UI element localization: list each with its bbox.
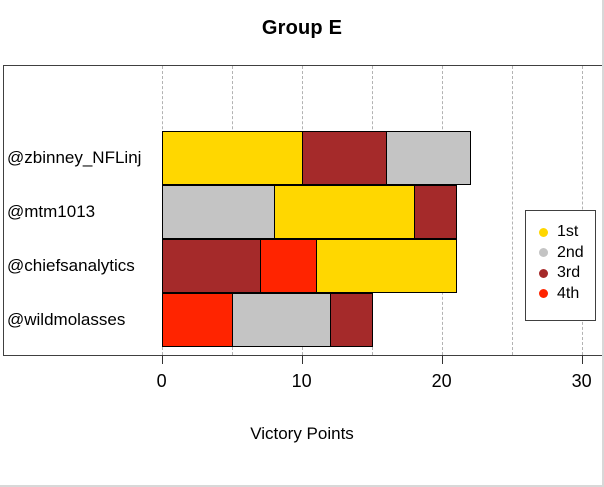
- legend-entry-3rd: 3rd: [526, 263, 595, 284]
- category-label: @zbinney_NFLinj: [7, 148, 142, 167]
- category-label: @chiefsanalytics: [7, 256, 135, 275]
- x-tick-10: [301, 355, 303, 364]
- x-tick-label: 20: [431, 371, 452, 391]
- x-tick-label: 0: [156, 371, 167, 391]
- plot-area: @zbinney_NFLinj @mtm1013 @chiefsanalytics @…: [3, 65, 602, 356]
- bar-segment-2nd: [231, 293, 331, 347]
- gridline-25: [511, 66, 513, 355]
- bar-segment-3rd: [301, 131, 387, 185]
- bar-segment-2nd: [161, 185, 275, 239]
- legend-dot-1st: [539, 227, 548, 237]
- bar-segment-1st: [161, 131, 303, 185]
- x-tick-label: 10: [291, 371, 312, 391]
- x-tick-30: [581, 355, 583, 364]
- legend-entry-4th: 4th: [526, 284, 595, 305]
- bar-segment-2nd: [385, 131, 471, 185]
- x-tick-0: [161, 355, 163, 364]
- bar-segment-1st: [273, 185, 415, 239]
- legend-entry-2nd: 2nd: [526, 243, 595, 264]
- category-label: @wildmolasses: [7, 310, 126, 329]
- legend-entry-1st: 1st: [526, 222, 595, 243]
- bar-segment-4th: [161, 293, 233, 347]
- legend-label: 4th: [557, 284, 580, 302]
- legend-dot-4th: [539, 289, 548, 299]
- legend-label: 1st: [557, 223, 579, 241]
- x-axis-title: Victory Points: [250, 424, 354, 443]
- bar-segment-1st: [315, 239, 457, 293]
- x-tick-20: [441, 355, 443, 364]
- legend-label: 3rd: [557, 264, 581, 282]
- legend: 1st 2nd 3rd 4th: [525, 210, 596, 321]
- bar-segment-3rd: [329, 293, 373, 347]
- legend-dot-3rd: [539, 268, 548, 278]
- legend-dot-2nd: [539, 248, 548, 258]
- bar-segment-3rd: [413, 185, 457, 239]
- chart-title: Group E: [261, 17, 343, 39]
- x-tick-label: 30: [571, 371, 592, 391]
- legend-label: 2nd: [557, 243, 584, 261]
- bar-segment-4th: [259, 239, 317, 293]
- category-label: @mtm1013: [7, 202, 96, 221]
- bar-segment-3rd: [161, 239, 261, 293]
